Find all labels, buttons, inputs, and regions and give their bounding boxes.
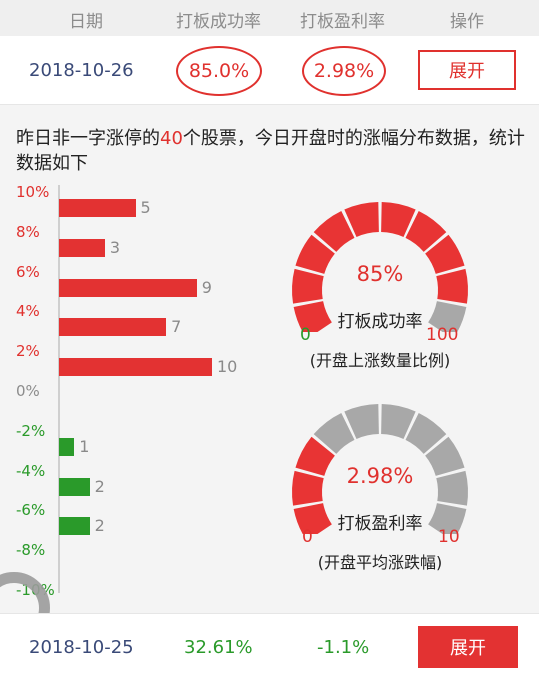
gauge-segment <box>313 412 355 454</box>
y-tick-label: 6% <box>16 262 40 281</box>
desc-count: 40 <box>160 128 183 149</box>
profit-gauge-value: 2.98% <box>346 464 414 488</box>
profit-rate-value: -1.1% <box>317 637 370 658</box>
gauge-segment <box>436 470 468 506</box>
gauge-segment <box>428 503 467 534</box>
bar <box>59 517 90 536</box>
y-axis-line <box>58 185 60 593</box>
gauge-segment <box>293 503 332 534</box>
bar <box>59 437 75 456</box>
bar <box>59 318 167 337</box>
success-gauge-note: (开盘上涨数量比例) <box>309 351 451 370</box>
col-date-header: 日期 <box>69 12 103 32</box>
profit-gauge-note: (开盘平均涨跌幅) <box>317 553 443 572</box>
gauge-segment <box>405 412 447 454</box>
row-date: 2018-10-25 <box>29 637 134 658</box>
success-gauge-max: 100 <box>426 325 459 345</box>
bar-value-label: 3 <box>109 237 121 257</box>
col-action-header: 操作 <box>450 12 484 32</box>
bar-value-label: 1 <box>79 436 90 456</box>
table-row: 2018-10-26 85.0% 2.98% 展开 <box>0 36 539 105</box>
y-tick-label: -8% <box>16 541 46 560</box>
desc-suffix: 个股票，今日开盘时的涨幅分布数据，统计数据如下 <box>16 128 525 174</box>
distribution-description: 昨日非一字涨停的40个股票，今日开盘时的涨幅分布数据，统计数据如下 <box>16 126 536 176</box>
gauge-segment <box>381 404 416 439</box>
bar <box>59 477 90 496</box>
gauge-segment <box>436 268 468 304</box>
success-rate-value: 32.61% <box>184 637 253 658</box>
gauge-segment <box>293 301 332 332</box>
gauge-segment <box>344 202 379 237</box>
col-success-header: 打板成功率 <box>176 12 261 32</box>
profit-gauge-min: 0 <box>302 527 313 547</box>
success-gauge-min: 0 <box>300 325 311 345</box>
success-gauge-value: 85% <box>356 262 404 286</box>
y-tick-label: -4% <box>16 461 46 480</box>
y-tick-label: 2% <box>16 342 40 361</box>
profit-gauge-title: 打板盈利率 <box>337 514 423 534</box>
bar-value-label: 2 <box>94 516 105 536</box>
row-date: 2018-10-26 <box>29 60 134 81</box>
y-tick-label: 0% <box>16 382 40 400</box>
bar <box>59 358 212 377</box>
gauge-segment <box>428 301 467 332</box>
gauge-segment <box>405 210 447 252</box>
y-tick-label: 8% <box>16 222 40 241</box>
gauge-segment <box>292 268 324 304</box>
profit-gauge-dial <box>292 404 468 534</box>
gauge-segment <box>313 210 355 252</box>
success-gauge-dial <box>292 202 468 332</box>
bar-value-label: 10 <box>217 357 238 377</box>
bar <box>59 199 136 217</box>
profit-rate-value: 2.98% <box>302 46 386 96</box>
y-tick-label: -6% <box>16 501 46 520</box>
bar <box>59 278 197 297</box>
expand-button[interactable]: 展开 <box>418 50 516 90</box>
success-rate-value: 85.0% <box>176 46 262 96</box>
y-tick-label: -2% <box>16 421 46 440</box>
gauge-segment <box>295 234 335 274</box>
bar-value-label: 7 <box>171 317 182 337</box>
profit-gauge-max: 10 <box>438 527 460 547</box>
gauge-segment <box>425 436 465 476</box>
gauge-segment <box>344 404 379 439</box>
gauge-segment <box>425 234 465 274</box>
table-row: 2018-10-25 32.61% -1.1% 展开 <box>0 613 539 677</box>
success-gauge-title: 打板成功率 <box>337 312 423 332</box>
gauge-segment <box>292 470 324 506</box>
bar-value-label: 2 <box>94 476 105 496</box>
bar <box>59 238 105 257</box>
table-header: 日期 打板成功率 打板盈利率 操作 <box>0 0 539 36</box>
col-profit-header: 打板盈利率 <box>300 12 385 32</box>
gauge-segment <box>295 436 335 476</box>
y-tick-label: 4% <box>16 302 40 321</box>
bar-value-label: 9 <box>201 277 212 297</box>
expand-button[interactable]: 展开 <box>418 626 518 668</box>
y-tick-label: 10% <box>16 183 50 201</box>
gauge-segment <box>381 202 416 237</box>
bar-value-label: 5 <box>140 198 151 217</box>
desc-prefix: 昨日非一字涨停的 <box>16 128 160 149</box>
